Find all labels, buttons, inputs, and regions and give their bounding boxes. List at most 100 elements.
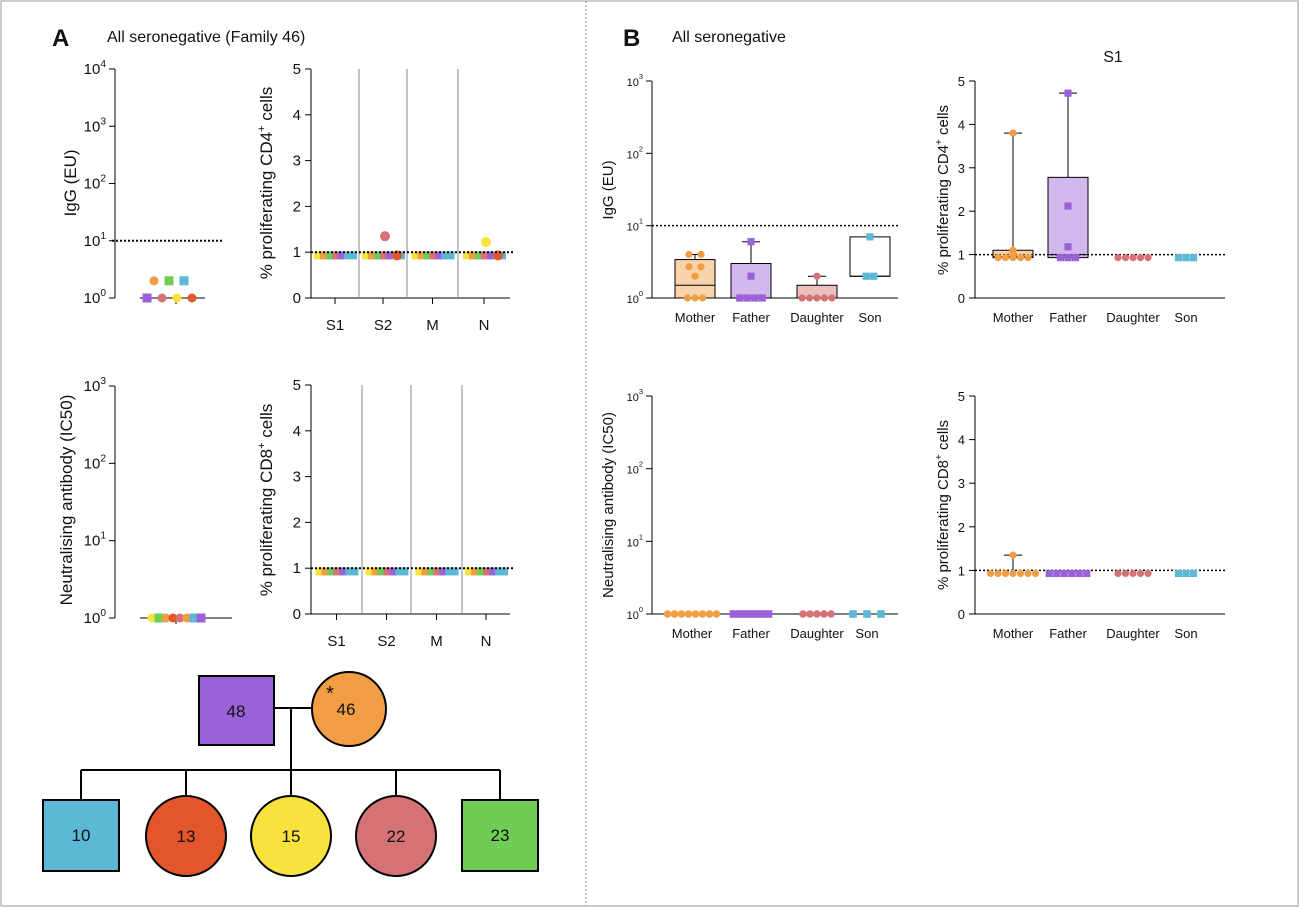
y-tick-label: 3 xyxy=(293,469,301,486)
pedigree-node-46 xyxy=(311,671,387,747)
chart-b-cd4: 0 1 2 3 4 5 Mother Father Daughter Son xyxy=(958,74,1225,325)
x-tick-label: Son xyxy=(1174,626,1197,641)
data-point xyxy=(345,567,353,576)
pedigree-label-46: 46 xyxy=(337,700,356,719)
data-point xyxy=(415,567,423,576)
pedigree-label-22: 22 xyxy=(387,827,406,846)
data-point xyxy=(1114,569,1122,578)
data-point xyxy=(172,293,182,303)
data-point xyxy=(813,610,821,618)
data-point xyxy=(326,251,333,260)
data-point xyxy=(475,251,482,260)
data-point xyxy=(729,610,738,618)
y-tick-label: 2 xyxy=(293,514,301,531)
chart-a-nab: 100 101 102 103 xyxy=(84,376,232,627)
data-point xyxy=(377,567,385,576)
data-point xyxy=(1009,129,1017,137)
data-point xyxy=(1075,569,1083,578)
y-tick-label: 5 xyxy=(293,61,301,78)
x-tick-label: S2 xyxy=(374,317,392,334)
data-point xyxy=(820,294,829,302)
data-point xyxy=(691,272,699,280)
data-point xyxy=(697,263,705,271)
data-point xyxy=(333,567,341,576)
data-point xyxy=(439,567,447,576)
panel-a-title: All seronegative (Family 46) xyxy=(107,29,305,46)
data-point xyxy=(758,294,766,302)
y-tick-label: 103 xyxy=(627,72,643,89)
panel-b-title: All seronegative xyxy=(672,29,786,46)
x-tick-label: Daughter xyxy=(790,626,844,641)
y-tick-label: 5 xyxy=(293,377,301,394)
y-tick-label: 0 xyxy=(293,606,301,623)
pedigree-node-13 xyxy=(145,795,227,877)
data-point xyxy=(362,251,369,260)
x-tick-label: Father xyxy=(732,310,770,325)
x-tick-label: Daughter xyxy=(1106,310,1160,325)
data-point xyxy=(411,251,419,260)
x-tick-label: N xyxy=(479,317,490,334)
pedigree-node-15 xyxy=(250,795,332,877)
y-tick-label: 101 xyxy=(627,532,643,549)
y-tick-label: 100 xyxy=(84,288,107,307)
data-point xyxy=(315,567,323,576)
y-tick-label: 100 xyxy=(627,289,643,306)
data-point xyxy=(477,567,484,576)
x-tick-label: Son xyxy=(858,310,881,325)
x-tick-label: M xyxy=(430,633,443,650)
data-point xyxy=(1016,569,1025,578)
data-point xyxy=(493,250,503,261)
chart-a-igg: 100 101 102 103 104 xyxy=(84,59,222,307)
data-point xyxy=(994,569,1002,578)
data-point xyxy=(813,294,821,302)
data-point xyxy=(849,610,857,618)
data-point xyxy=(469,251,476,260)
panel-a-label: A xyxy=(52,25,69,52)
data-point xyxy=(1129,254,1137,262)
data-point xyxy=(168,613,178,623)
data-point xyxy=(451,567,459,576)
a-cd8-ylabel: % proliferating CD8+ cells xyxy=(256,404,276,597)
data-point xyxy=(994,254,1002,262)
data-point xyxy=(1009,250,1017,258)
data-point xyxy=(736,610,745,618)
data-point xyxy=(1129,569,1137,578)
data-point xyxy=(691,610,700,618)
y-tick-label: 1 xyxy=(293,560,301,577)
data-point xyxy=(182,613,192,623)
data-point xyxy=(684,610,693,618)
panel-b-cd4-title: S1 xyxy=(1103,49,1123,66)
data-point xyxy=(683,294,692,302)
chart-b-nab: 100 101 102 103 Mother Father Daughter Son xyxy=(627,387,898,641)
data-point xyxy=(380,251,387,260)
data-point xyxy=(1001,569,1010,578)
x-tick-label: Daughter xyxy=(790,310,844,325)
y-tick-label: 5 xyxy=(958,74,965,89)
data-point xyxy=(417,251,425,260)
y-tick-label: 2 xyxy=(958,520,965,535)
y-tick-label: 0 xyxy=(293,290,301,307)
y-tick-label: 5 xyxy=(958,389,965,404)
data-point xyxy=(149,276,159,286)
data-point xyxy=(142,293,152,303)
chart-a-cd8: 0 1 2 3 4 5 S1 S2 M N xyxy=(293,377,515,650)
data-point xyxy=(1144,254,1152,262)
y-tick-label: 101 xyxy=(627,217,643,234)
data-point xyxy=(147,613,157,623)
proband-asterisk: * xyxy=(326,683,334,705)
data-point xyxy=(1060,569,1068,578)
data-point xyxy=(433,567,441,576)
data-point xyxy=(1144,569,1152,578)
y-tick-label: 101 xyxy=(84,531,107,550)
data-point xyxy=(743,294,751,302)
data-point xyxy=(429,251,437,260)
data-point xyxy=(1189,254,1198,262)
data-point xyxy=(481,251,488,260)
y-tick-label: 0 xyxy=(958,607,965,622)
data-point xyxy=(1016,254,1025,262)
y-tick-label: 4 xyxy=(293,423,301,440)
data-point xyxy=(350,251,357,260)
data-point xyxy=(877,610,885,618)
pedigree-node-23 xyxy=(461,799,539,872)
